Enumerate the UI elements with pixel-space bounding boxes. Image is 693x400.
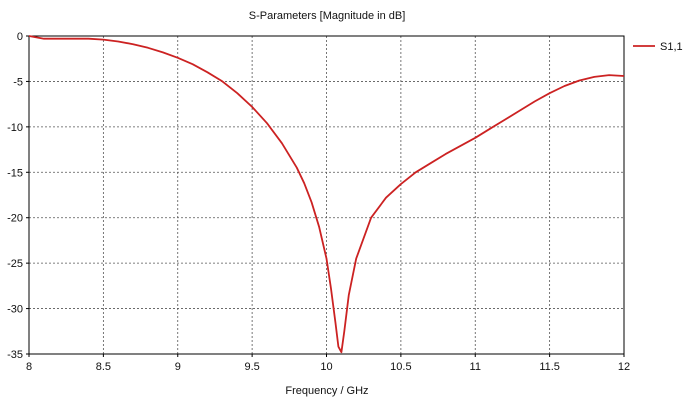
x-tick-label: 9: [175, 361, 181, 373]
y-tick-label: -10: [7, 122, 23, 134]
y-tick-label: -35: [7, 349, 23, 361]
y-tick-label: -25: [7, 258, 23, 270]
legend: S1,1: [633, 41, 683, 53]
x-tick-label: 8: [26, 361, 32, 373]
x-tick-label: 8.5: [96, 361, 111, 373]
x-tick-label: 10: [320, 361, 332, 373]
x-tick-label: 12: [618, 361, 630, 373]
x-tick-label: 9.5: [244, 361, 259, 373]
axes: [26, 35, 625, 357]
legend-label-s11: S1,1: [660, 41, 683, 53]
y-tick-label: -30: [7, 304, 23, 316]
series-layer: [28, 35, 625, 354]
y-tick-label: -15: [7, 167, 23, 179]
x-tick-label: 10.5: [390, 361, 411, 373]
series-line-s11: [28, 35, 625, 354]
y-tick-label: 0: [17, 31, 23, 43]
x-axis-label: Frequency / GHz: [285, 385, 368, 397]
x-tick-label: 11.5: [539, 361, 560, 373]
x-tick-label: 11: [470, 361, 481, 373]
plot-frame: [28, 35, 625, 355]
grid-lines: [29, 36, 624, 354]
chart-title: S-Parameters [Magnitude in dB]: [249, 10, 406, 22]
tick-labels: 8 8.5 9 9.5 10 10.5 11 11.5 12 0 -5 -10 -15 -20 -25 -30…: [7, 31, 630, 373]
y-tick-label: -5: [13, 76, 23, 88]
y-tick-label: -20: [7, 213, 23, 225]
